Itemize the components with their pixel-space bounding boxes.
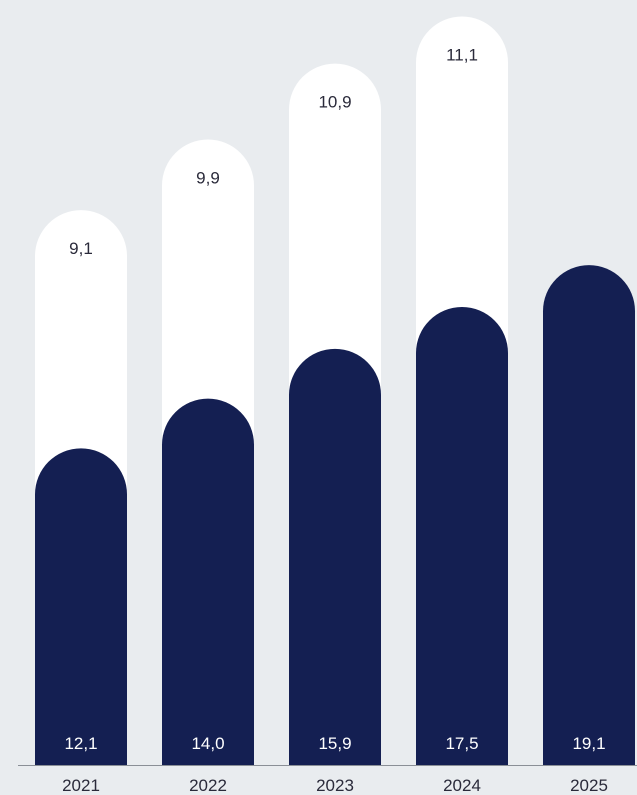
value-label-lower-2023: 15,9: [318, 734, 351, 753]
value-label-lower-2025: 19,1: [572, 734, 605, 753]
value-label-lower-2022: 14,0: [191, 734, 224, 753]
value-label-lower-2024: 17,5: [445, 734, 478, 753]
value-label-upper-2021: 9,1: [69, 239, 93, 258]
value-label-upper-2023: 10,9: [318, 93, 351, 112]
x-tick-label-2023: 2023: [316, 776, 354, 795]
value-label-upper-2022: 9,9: [196, 168, 220, 187]
value-label-lower-2021: 12,1: [64, 734, 97, 753]
bar-lower-2021: [35, 448, 127, 765]
bar-lower-2024: [416, 306, 508, 765]
x-tick-label-2024: 2024: [443, 776, 481, 795]
value-label-upper-2024: 11,1: [446, 45, 478, 64]
x-tick-label-2025: 2025: [570, 776, 608, 795]
value-labels-group: 9,1 12,1 9,9 14,0 10,9 15,9 11,1 17,5 19,1: [64, 45, 605, 753]
x-tick-labels-group: 2021 2022 2023 2024 2025: [62, 776, 608, 795]
bar-lower-2022: [162, 398, 254, 765]
lower-series-group: [35, 265, 635, 765]
bar-lower-2023: [289, 348, 381, 765]
x-tick-label-2022: 2022: [189, 776, 227, 795]
x-tick-label-2021: 2021: [62, 776, 100, 795]
bar-lower-2025: [543, 265, 635, 765]
